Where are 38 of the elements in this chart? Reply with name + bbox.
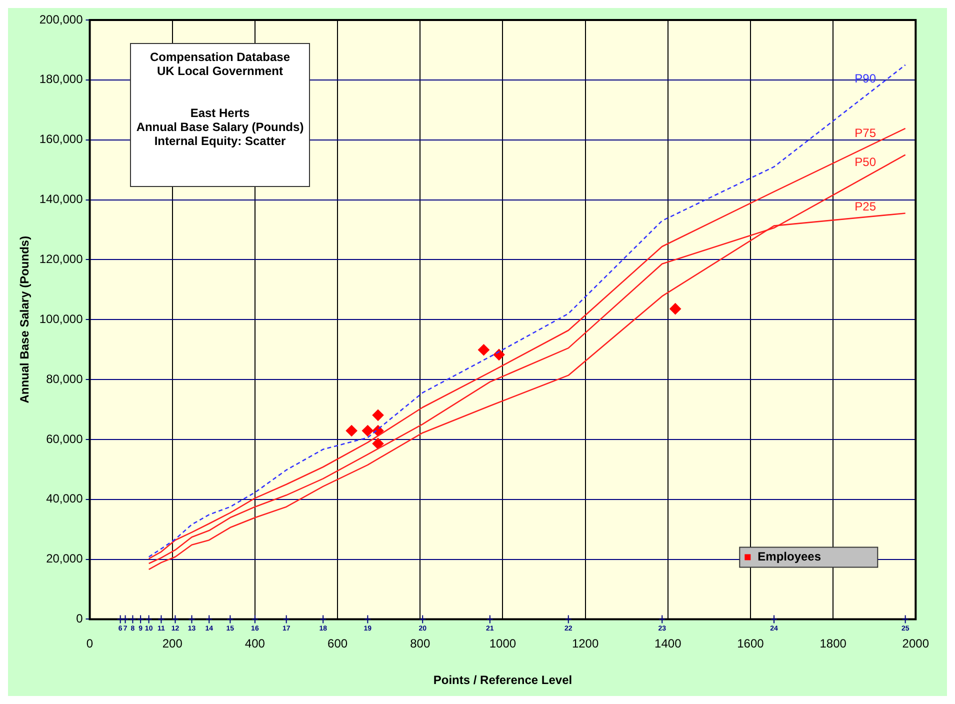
x-tick-label: 600: [328, 636, 348, 651]
y-axis-title: Annual Base Salary (Pounds): [18, 236, 32, 404]
y-tick-label: 180,000: [39, 72, 84, 86]
text-box: Compensation Database UK Local Government East Herts Annual Base Salary (Pounds) Internal Equity: Scatter: [130, 43, 310, 187]
point: [478, 344, 490, 356]
y-tick-label: 120,000: [39, 252, 84, 266]
series-label: P75: [854, 126, 876, 140]
point: [372, 410, 384, 421]
x-tick-label: 200: [162, 636, 183, 651]
y-tick-label: 40,000: [46, 492, 84, 506]
x-tick-label: 1800: [820, 636, 847, 651]
point: [372, 438, 384, 450]
y-tick-label: 140,000: [39, 192, 84, 206]
y-tick-label: 200,000: [39, 12, 84, 26]
y-tick-label: 100,000: [39, 312, 84, 326]
series-label: P50: [854, 154, 876, 169]
x-tick-label: 1200: [572, 636, 599, 651]
x-axis-title: Points / Reference Level: [433, 673, 572, 688]
annotation: Internal Equity: Scatter: [153, 134, 287, 148]
y-tick-label: 80,000: [46, 372, 84, 386]
point: [346, 425, 358, 436]
series-label: P25: [854, 199, 876, 214]
x-tick-label: 800: [410, 636, 430, 651]
y-tick-label: 0: [76, 612, 84, 626]
y-tick-label: 60,000: [46, 432, 84, 446]
annotation: East Herts: [189, 106, 251, 120]
x-tick-label: 2000: [902, 636, 930, 651]
y-tick-label: 160,000: [39, 132, 84, 146]
point: [362, 425, 374, 436]
legend-label: Employees: [758, 550, 822, 564]
x-tick-label: 1400: [654, 636, 682, 651]
x-tick-label: 1000: [489, 636, 516, 651]
point: [670, 303, 681, 314]
x-tick-label: 0: [86, 636, 94, 651]
annotation: Annual Base Salary (Pounds): [135, 120, 305, 134]
y-tick-label: 20,000: [46, 552, 84, 566]
x-tick-label: 400: [244, 636, 266, 651]
x-tick-label: 1600: [737, 636, 764, 651]
